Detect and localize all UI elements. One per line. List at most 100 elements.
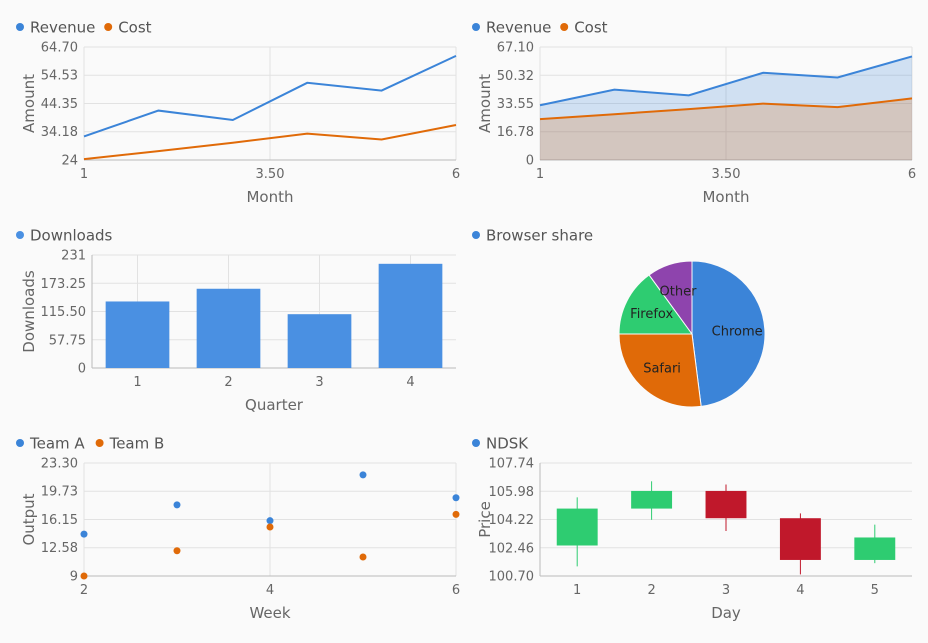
series-line-cost[interactable] <box>83 124 457 161</box>
candle-day-4[interactable] <box>779 513 821 575</box>
y-tick-label: 23.30 <box>41 457 78 472</box>
legend-label: Cost <box>118 19 151 37</box>
y-axis-4: 9 12.58 16.15 19.73 23.30 <box>41 457 456 585</box>
pie-slice-other[interactable] <box>648 260 693 336</box>
legend-item-4-1[interactable]: Team B <box>95 435 165 453</box>
x-tick-label: 3.50 <box>256 167 285 182</box>
x-tick-label: 2 <box>224 375 232 390</box>
bar-q1[interactable] <box>105 301 170 368</box>
legend-item-1-0[interactable]: Revenue <box>472 19 551 37</box>
scatter-point-team-b[interactable] <box>359 553 367 561</box>
x-tick-label: 3 <box>315 375 323 390</box>
legend-item-5-0[interactable]: NDSK <box>472 435 529 453</box>
x-tick-label: 6 <box>452 167 460 182</box>
y-tick-label: 57.75 <box>49 333 86 348</box>
pie-label: Firefox <box>630 307 673 322</box>
legend-item-4-0[interactable]: Team A <box>16 435 85 453</box>
pie-label: Chrome <box>712 325 763 340</box>
y-tick-label: 0 <box>526 154 534 169</box>
x-tick-label: 1 <box>536 167 544 182</box>
series-line-revenue[interactable] <box>539 55 913 107</box>
y-tick-label: 9 <box>70 570 78 585</box>
legend-label: Revenue <box>30 19 95 37</box>
pie-slice-safari[interactable] <box>618 333 702 408</box>
scatter-point-team-a[interactable] <box>80 530 88 538</box>
candle-day-1[interactable] <box>556 497 598 567</box>
legend-label: Browser share <box>486 227 593 245</box>
x-axis-title: Month <box>246 188 293 206</box>
x-axis-1: 1 3.50 6 <box>536 47 916 182</box>
legend-item-3-0[interactable]: Browser share <box>472 227 593 245</box>
legend-item-2-0[interactable]: Downloads <box>16 227 113 245</box>
y-tick-label: 105.98 <box>489 485 535 500</box>
y-tick-label: 44.35 <box>41 97 78 112</box>
x-tick-label: 1 <box>133 375 141 390</box>
bar-q2[interactable] <box>196 288 261 368</box>
candle-body <box>854 537 896 560</box>
y-axis-0: 24 34.18 44.35 54.53 64.70 <box>41 41 456 169</box>
x-axis-5: 1 2 3 4 5 <box>540 575 912 598</box>
bar-q4[interactable] <box>378 263 443 368</box>
y-axis-title: Price <box>476 501 494 538</box>
y-tick-label: 12.58 <box>41 541 78 556</box>
y-tick-label: 102.46 <box>489 541 535 556</box>
candle-day-2[interactable] <box>631 481 673 520</box>
x-tick-label: 6 <box>452 583 460 598</box>
x-tick-label: 2 <box>80 583 88 598</box>
x-tick-label: 2 <box>647 583 655 598</box>
y-tick-label: 104.22 <box>489 513 535 528</box>
y-tick-label: 115.50 <box>41 305 87 320</box>
pie-label: Safari <box>643 361 681 376</box>
x-axis-title: Quarter <box>245 396 304 414</box>
x-axis-title: Day <box>711 604 741 622</box>
legend-marker <box>16 439 24 447</box>
x-tick-label: 5 <box>871 583 879 598</box>
legend-label: Cost <box>574 19 607 37</box>
legend-label: Team A <box>29 435 85 453</box>
y-tick-label: 0 <box>78 362 86 377</box>
legend-marker <box>472 23 480 31</box>
x-tick-label: 4 <box>406 375 414 390</box>
pie-slice-chrome[interactable] <box>691 260 766 407</box>
scatter-point-team-b[interactable] <box>80 572 88 580</box>
scatter-point-team-b[interactable] <box>452 510 460 518</box>
series-line-revenue[interactable] <box>83 54 457 138</box>
y-tick-label: 231 <box>61 249 86 264</box>
candle-body <box>556 508 598 546</box>
scatter-point-team-a[interactable] <box>452 494 460 502</box>
legend-marker <box>560 23 569 31</box>
scatter-point-team-b[interactable] <box>173 547 181 555</box>
legend-label: NDSK <box>486 435 529 453</box>
candle-day-5[interactable] <box>854 524 896 564</box>
bar-q3[interactable] <box>287 314 352 368</box>
legend-item-0-1[interactable]: Cost <box>104 19 152 37</box>
legend-item-1-1[interactable]: Cost <box>560 19 608 37</box>
series-line-cost[interactable] <box>539 97 913 121</box>
legend-label: Revenue <box>486 19 551 37</box>
y-axis-title: Downloads <box>20 270 38 353</box>
y-axis-5: 100.70 102.46 104.22 105.98 107.74 <box>489 457 912 585</box>
scatter-point-team-b[interactable] <box>266 523 274 531</box>
pie-label: Other <box>660 284 698 299</box>
y-axis-title: Amount <box>20 74 38 133</box>
legend-marker <box>95 439 104 447</box>
scatter-point-team-a[interactable] <box>359 471 367 479</box>
candle-body <box>631 490 673 509</box>
y-tick-label: 50.32 <box>497 69 534 84</box>
scatter-point-team-a[interactable] <box>173 501 181 509</box>
legend-item-0-0[interactable]: Revenue <box>16 19 95 37</box>
y-tick-label: 100.70 <box>489 570 535 585</box>
candle-day-3[interactable] <box>705 484 747 532</box>
y-axis-title: Output <box>20 493 38 545</box>
x-tick-label: 6 <box>908 167 916 182</box>
x-tick-label: 1 <box>80 167 88 182</box>
x-axis-0: 1 3.50 6 <box>80 47 460 182</box>
pie-slice-firefox[interactable] <box>618 274 693 335</box>
x-axis-title: Month <box>702 188 749 206</box>
legend-marker <box>16 231 24 239</box>
y-axis-title: Amount <box>476 74 494 133</box>
scatter-point-team-a[interactable] <box>266 517 274 525</box>
y-tick-label: 173.25 <box>41 277 87 292</box>
y-tick-label: 54.53 <box>41 69 78 84</box>
